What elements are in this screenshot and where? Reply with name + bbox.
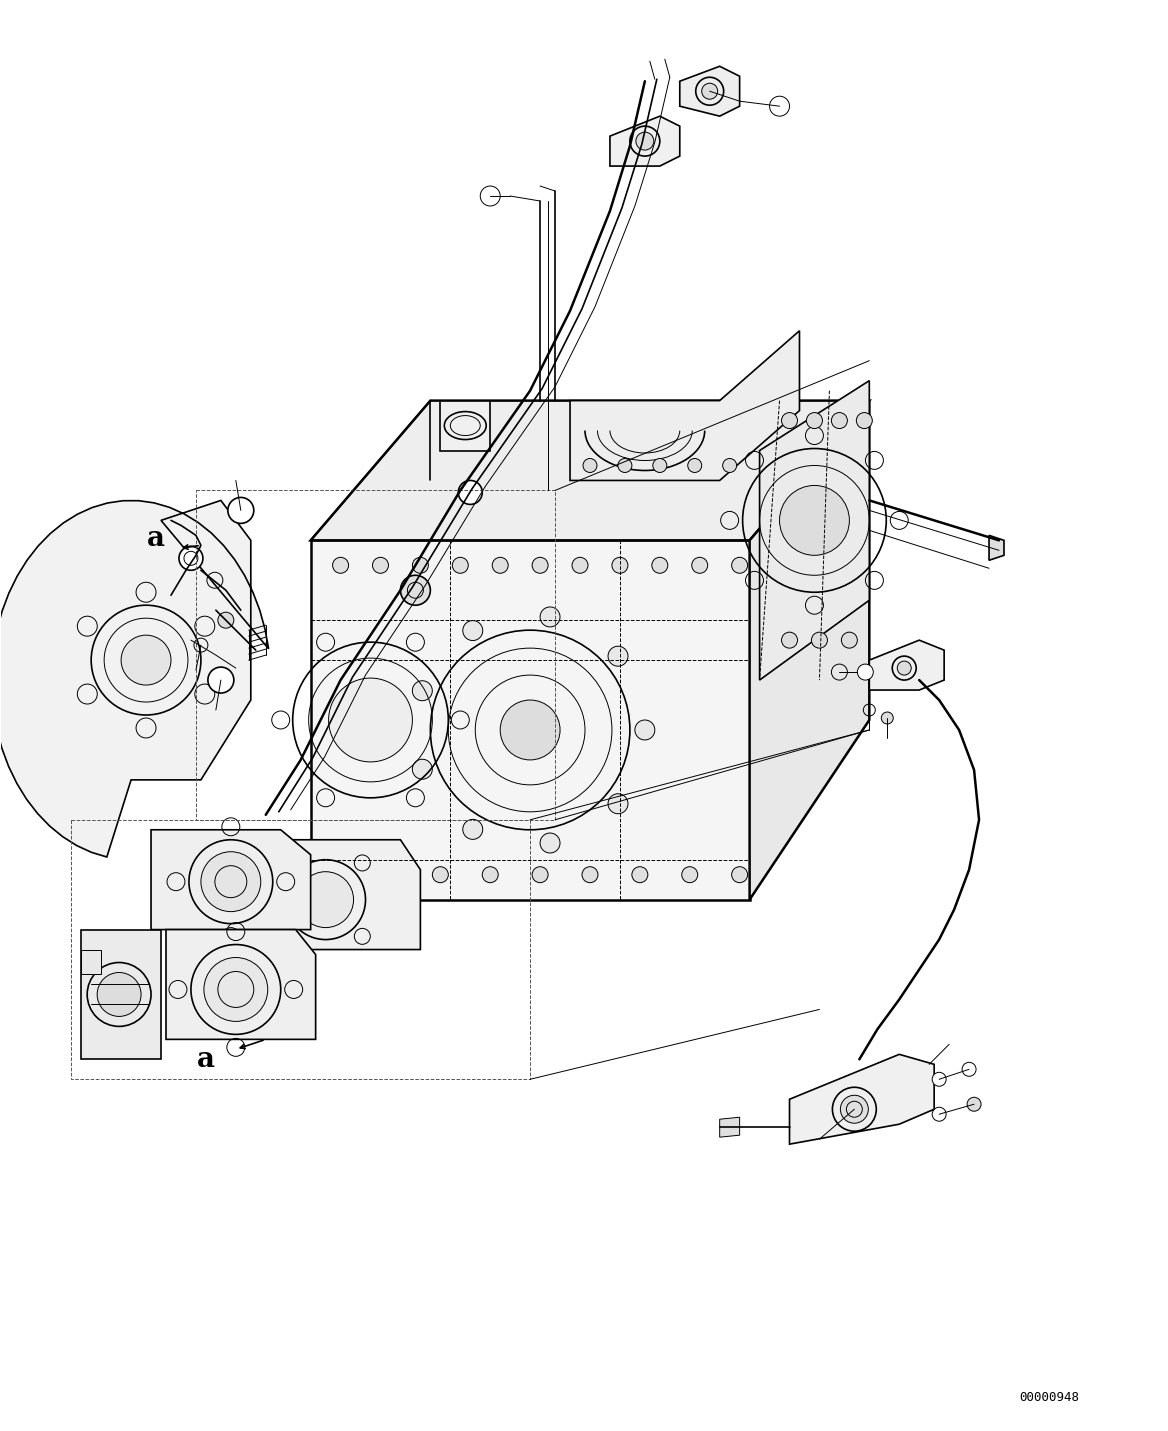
Circle shape bbox=[632, 867, 648, 883]
Polygon shape bbox=[680, 66, 739, 116]
Circle shape bbox=[480, 186, 500, 206]
Circle shape bbox=[682, 867, 697, 883]
Polygon shape bbox=[151, 830, 311, 930]
Circle shape bbox=[482, 867, 499, 883]
Circle shape bbox=[533, 557, 548, 574]
Polygon shape bbox=[311, 401, 869, 541]
Circle shape bbox=[731, 867, 748, 883]
Circle shape bbox=[382, 867, 398, 883]
Circle shape bbox=[463, 621, 482, 641]
Polygon shape bbox=[82, 930, 161, 1059]
Circle shape bbox=[967, 1098, 981, 1112]
Circle shape bbox=[857, 664, 874, 680]
Circle shape bbox=[218, 612, 234, 628]
Circle shape bbox=[333, 867, 348, 883]
Circle shape bbox=[458, 481, 482, 504]
Circle shape bbox=[298, 871, 354, 927]
Polygon shape bbox=[0, 501, 269, 857]
Polygon shape bbox=[759, 381, 869, 680]
Circle shape bbox=[779, 485, 849, 555]
Circle shape bbox=[841, 633, 857, 648]
Circle shape bbox=[492, 557, 508, 574]
Circle shape bbox=[97, 973, 141, 1016]
Circle shape bbox=[688, 458, 702, 472]
Polygon shape bbox=[719, 1118, 739, 1138]
Circle shape bbox=[328, 678, 412, 761]
Circle shape bbox=[609, 647, 628, 667]
Circle shape bbox=[731, 557, 748, 574]
Circle shape bbox=[652, 557, 668, 574]
Polygon shape bbox=[311, 541, 750, 900]
Circle shape bbox=[841, 1095, 868, 1123]
Circle shape bbox=[401, 575, 430, 605]
Polygon shape bbox=[570, 331, 799, 481]
Circle shape bbox=[500, 700, 561, 760]
Circle shape bbox=[609, 794, 628, 814]
Circle shape bbox=[373, 557, 389, 574]
Circle shape bbox=[702, 83, 717, 99]
Circle shape bbox=[333, 557, 348, 574]
Circle shape bbox=[583, 458, 597, 472]
Circle shape bbox=[582, 867, 598, 883]
Text: a: a bbox=[197, 1046, 215, 1073]
Circle shape bbox=[635, 132, 654, 150]
Circle shape bbox=[897, 661, 911, 675]
Circle shape bbox=[882, 713, 894, 724]
Circle shape bbox=[540, 607, 559, 627]
Circle shape bbox=[452, 557, 468, 574]
Circle shape bbox=[806, 412, 822, 428]
Polygon shape bbox=[869, 640, 944, 690]
Circle shape bbox=[572, 557, 588, 574]
Circle shape bbox=[618, 458, 632, 472]
Circle shape bbox=[201, 851, 260, 912]
Circle shape bbox=[412, 760, 432, 780]
Circle shape bbox=[179, 547, 203, 571]
Circle shape bbox=[540, 833, 559, 853]
Circle shape bbox=[770, 96, 790, 116]
Circle shape bbox=[812, 633, 827, 648]
Circle shape bbox=[463, 820, 482, 840]
Circle shape bbox=[691, 557, 708, 574]
Circle shape bbox=[612, 557, 628, 574]
Polygon shape bbox=[440, 401, 491, 451]
Circle shape bbox=[432, 867, 449, 883]
Polygon shape bbox=[166, 930, 315, 1039]
Circle shape bbox=[635, 720, 655, 740]
Polygon shape bbox=[82, 950, 102, 975]
Text: a: a bbox=[147, 525, 165, 552]
Polygon shape bbox=[610, 116, 680, 166]
Circle shape bbox=[412, 681, 432, 701]
Polygon shape bbox=[989, 535, 1004, 561]
Circle shape bbox=[228, 498, 253, 524]
Circle shape bbox=[832, 412, 847, 428]
Circle shape bbox=[653, 458, 667, 472]
Circle shape bbox=[856, 412, 872, 428]
Circle shape bbox=[204, 957, 267, 1022]
Polygon shape bbox=[750, 401, 869, 900]
Circle shape bbox=[781, 633, 798, 648]
Circle shape bbox=[121, 635, 171, 685]
Circle shape bbox=[781, 412, 798, 428]
Text: 00000948: 00000948 bbox=[1018, 1391, 1079, 1404]
Circle shape bbox=[208, 667, 234, 693]
Circle shape bbox=[723, 458, 737, 472]
Circle shape bbox=[533, 867, 548, 883]
Polygon shape bbox=[231, 840, 420, 950]
Circle shape bbox=[932, 1072, 946, 1086]
Circle shape bbox=[412, 557, 429, 574]
Polygon shape bbox=[790, 1055, 934, 1145]
